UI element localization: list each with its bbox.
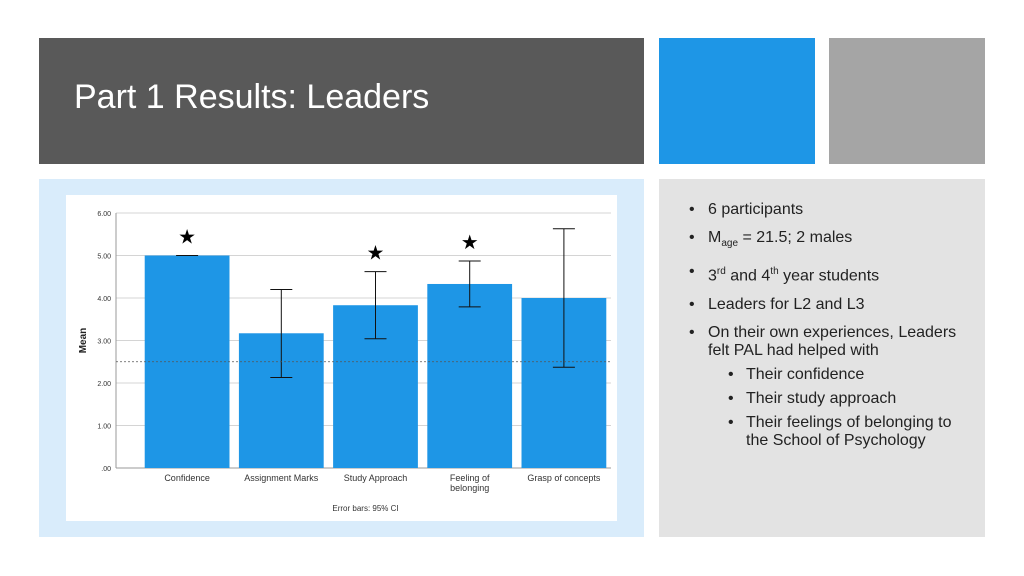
bar: [427, 283, 513, 468]
accent-block-gray: [829, 38, 985, 164]
sub-bullet-list: Their confidence Their study approach Th…: [708, 366, 977, 450]
leaders-text: Leaders for L2 and L3: [708, 295, 865, 313]
significance-star-icon: ★: [178, 227, 196, 249]
y-tick-label: .00: [101, 466, 111, 473]
significance-star-icon: ★: [367, 243, 385, 265]
x-tick-label: Assignment Marks: [244, 473, 319, 483]
y-tick-label: 2.00: [97, 381, 111, 388]
title-bar: Part 1 Results: Leaders: [39, 38, 644, 164]
year-mid-text: and 4: [725, 267, 771, 285]
year-4-superscript: th: [770, 266, 779, 278]
year-rest-text: year students: [778, 267, 880, 285]
bar: [144, 255, 230, 468]
bullet-list: 6 participants Mage = 21.5; 2 males 3rd …: [687, 201, 977, 460]
sub-bullet-text: Their feelings of belonging to the Schoo…: [746, 413, 952, 449]
x-tick-label: Feeling of: [450, 473, 490, 483]
bullet-years: 3rd and 4th year students: [687, 263, 977, 285]
y-tick-label: 5.00: [97, 254, 111, 261]
y-axis-label: Mean: [78, 328, 89, 354]
bar-chart: .00 1.00 2.00 3.00 4.00 5.00 6.00 Mean ★ Confiden…: [78, 211, 611, 513]
x-tick-label: Study Approach: [344, 473, 408, 483]
y-tick-label: 1.00: [97, 424, 111, 431]
accent-block-blue: [659, 38, 815, 164]
experiences-text: On their own experiences, Leaders felt P…: [708, 323, 957, 359]
x-tick-label: belonging: [450, 483, 489, 493]
chart-footnote: Error bars: 95% CI: [332, 504, 398, 513]
sub-bullet-confidence: Their confidence: [708, 366, 977, 384]
age-subscript: age: [721, 238, 739, 250]
sub-bullet-text: Their study approach: [746, 389, 897, 407]
bullet-experiences: On their own experiences, Leaders felt P…: [687, 324, 977, 450]
year-3-text: 3: [708, 267, 717, 285]
slide-title: Part 1 Results: Leaders: [74, 78, 430, 116]
age-rest-text: = 21.5; 2 males: [738, 229, 853, 246]
age-m-text: M: [708, 229, 722, 246]
sub-bullet-belonging: Their feelings of belonging to the Schoo…: [708, 414, 977, 450]
significance-star-icon: ★: [461, 232, 479, 254]
bullet-age: Mage = 21.5; 2 males: [687, 229, 977, 253]
bullet-leaders: Leaders for L2 and L3: [687, 296, 977, 314]
y-tick-label: 6.00: [97, 211, 111, 218]
sub-bullet-study-approach: Their study approach: [708, 390, 977, 408]
y-tick-label: 4.00: [97, 296, 111, 303]
x-tick-label: Grasp of concepts: [527, 473, 601, 483]
y-tick-label: 3.00: [97, 339, 111, 346]
participants-text: 6 participants: [708, 201, 804, 218]
chart-panel: .00 1.00 2.00 3.00 4.00 5.00 6.00 Mean ★ Confiden…: [39, 179, 644, 537]
bullet-participants: 6 participants: [687, 201, 977, 219]
sub-bullet-text: Their confidence: [746, 365, 865, 383]
text-panel: 6 participants Mage = 21.5; 2 males 3rd …: [659, 179, 985, 537]
year-3-superscript: rd: [716, 266, 726, 278]
chart-card: .00 1.00 2.00 3.00 4.00 5.00 6.00 Mean ★ Confiden…: [66, 195, 617, 521]
x-tick-label: Confidence: [164, 473, 210, 483]
